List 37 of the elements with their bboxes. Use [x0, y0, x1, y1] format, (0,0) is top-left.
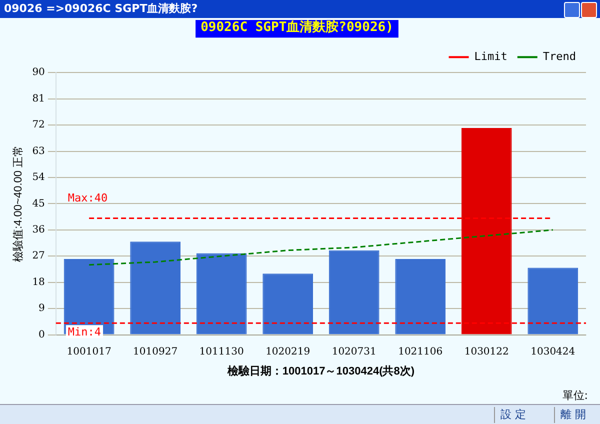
x-axis-title: 檢驗日期：1001017～1030424(共8次) [226, 364, 415, 378]
y-tick-label: 0 [38, 329, 45, 340]
text: 離 開 [554, 407, 592, 423]
ref-line-label: Min:4 [68, 326, 102, 339]
text: 單位: [562, 388, 588, 403]
y-tick-label: 90 [32, 67, 45, 78]
x-tick-label: 1011130 [199, 346, 244, 358]
x-tick-label: 1030122 [464, 346, 509, 358]
chart-title: 09026C SGPT血清麩胺?09026) [200, 19, 394, 36]
bar [395, 259, 446, 334]
y-tick-label: 72 [32, 120, 45, 131]
x-tick-label: 1020731 [332, 346, 376, 358]
text: 設 定 [494, 407, 532, 423]
bar [262, 274, 314, 334]
x-tick-label: 1030424 [530, 346, 576, 358]
legend-label: Limit [474, 50, 508, 63]
y-axis-title: 檢驗值:4.00~40.00 正常 [12, 145, 25, 262]
y-tick-label: 36 [32, 224, 45, 236]
y-tick-label: 27 [32, 250, 45, 262]
y-tick-label: 54 [32, 172, 45, 184]
bar [196, 253, 247, 334]
x-tick-label: 1020219 [266, 346, 310, 358]
y-tick-label: 18 [32, 276, 45, 288]
y-tick-label: 9 [38, 303, 45, 314]
line-series [88, 229, 554, 266]
annotation: Max:40 [68, 192, 108, 205]
legend-label: Trend [542, 50, 576, 63]
bar [130, 242, 180, 334]
bar [528, 268, 578, 334]
x-tick-label: 1010927 [133, 346, 178, 358]
y-tick-label: 81 [32, 93, 45, 104]
y-tick-label: 63 [32, 146, 45, 157]
bar [328, 250, 380, 334]
x-tick-label: 1021106 [398, 346, 443, 358]
text: 09026 =>09026C SGPT血清麩胺? [4, 2, 198, 15]
y-tick-label: 45 [32, 198, 45, 210]
x-tick-label: 1001017 [66, 346, 112, 358]
